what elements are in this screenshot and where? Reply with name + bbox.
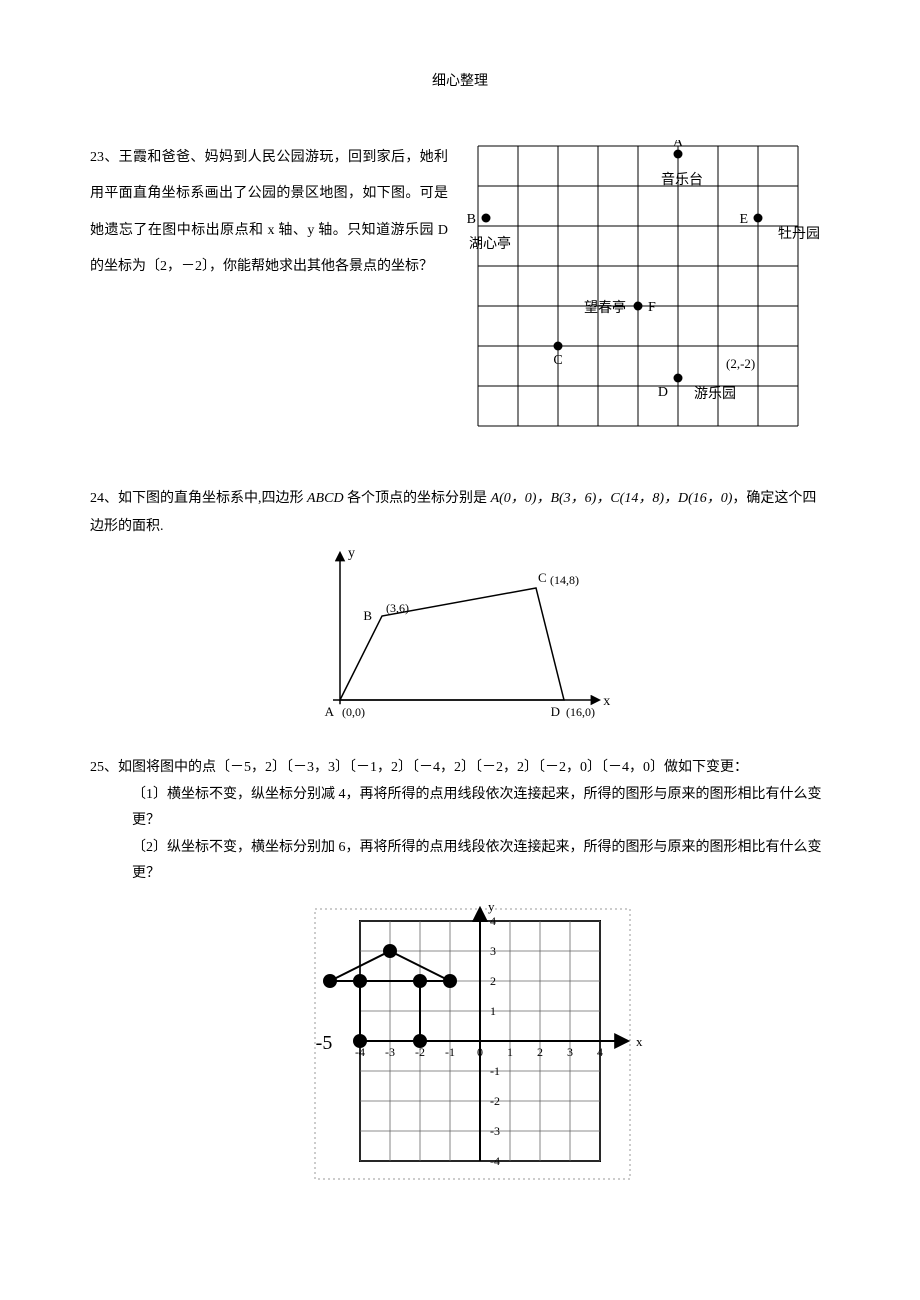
svg-text:2: 2 [537, 1045, 543, 1059]
q23-text: 23、王霞和爸爸、妈妈到人民公园游玩，回到家后，她利用平面直角坐标系画出了公园的… [90, 140, 448, 286]
svg-text:x: x [636, 1034, 643, 1049]
q24-abcd: ABCD [307, 491, 344, 506]
svg-text:C: C [553, 353, 562, 368]
svg-text:C: C [538, 570, 547, 585]
svg-text:D: D [551, 704, 560, 719]
q24-figure: x y A (0,0) B (3,6) C(14,8) D (16,0) [90, 545, 830, 725]
q23-number: 23、 [90, 150, 119, 165]
q24-pts: A(0，0)，B(3，6)，C(14，8)，D(16，0) [491, 491, 733, 506]
question-25-intro: 25、如图将图中的点〔－5，2〕〔－3，3〕〔－1，2〕〔－4，2〕〔－2，2〕… [90, 755, 830, 782]
svg-text:-1: -1 [445, 1045, 455, 1059]
svg-text:牡丹园: 牡丹园 [778, 226, 820, 242]
svg-text:望春亭: 望春亭 [584, 299, 626, 316]
svg-text:-3: -3 [385, 1045, 395, 1059]
question-24-text: 24、如下图的直角坐标系中,四边形 ABCD 各个顶点的坐标分别是 A(0，0)… [90, 485, 830, 541]
svg-text:1: 1 [490, 1004, 496, 1018]
svg-text:A: A [325, 704, 335, 719]
svg-text:B: B [363, 608, 372, 623]
svg-text:(16,0): (16,0) [566, 705, 595, 719]
svg-text:y: y [488, 899, 495, 914]
q25-intro: 如图将图中的点〔－5，2〕〔－3，3〕〔－1，2〕〔－4，2〕〔－2，2〕〔－2… [118, 760, 748, 775]
q25-sub1: 〔1〕横坐标不变，纵坐标分别减 4，再将所得的点用线段依次连接起来，所得的图形与… [90, 782, 830, 835]
q25-figure: xy-4-3-2-101234-4-3-2-11234-5 [90, 896, 830, 1196]
page: 细心整理 23、王霞和爸爸、妈妈到人民公园游玩，回到家后，她利用平面直角坐标系画… [0, 0, 920, 1300]
svg-text:E: E [739, 212, 748, 227]
svg-text:4: 4 [490, 914, 496, 928]
q24-line1b: 各个顶点的坐标分别是 [347, 491, 487, 506]
svg-text:2: 2 [490, 974, 496, 988]
q23-grid-svg: A 音乐台 B 湖心亭 E 牡丹园 F 望春亭 C D 游乐园 (2,-2) [460, 140, 830, 440]
svg-text:音乐台: 音乐台 [661, 171, 703, 188]
svg-text:D: D [658, 385, 668, 400]
svg-text:4: 4 [597, 1045, 603, 1059]
q24-line1a: 如下图的直角坐标系中,四边形 [118, 491, 304, 506]
svg-text:-4: -4 [490, 1154, 500, 1168]
svg-text:-2: -2 [490, 1094, 500, 1108]
q24-number: 24、 [90, 491, 118, 506]
svg-text:(2,-2): (2,-2) [726, 356, 755, 371]
svg-text:游乐园: 游乐园 [694, 386, 736, 402]
q25-sub2: 〔2〕纵坐标不变，横坐标分别加 6，再将所得的点用线段依次连接起来，所得的图形与… [90, 835, 830, 888]
svg-text:湖心亭: 湖心亭 [469, 235, 511, 252]
svg-text:y: y [348, 546, 355, 561]
q25-svg: xy-4-3-2-101234-4-3-2-11234-5 [270, 896, 650, 1196]
svg-text:-5: -5 [316, 1032, 333, 1054]
q23-figure: A 音乐台 B 湖心亭 E 牡丹园 F 望春亭 C D 游乐园 (2,-2) [460, 140, 830, 445]
svg-text:x: x [603, 694, 610, 709]
svg-text:B: B [467, 212, 476, 227]
svg-text:0: 0 [477, 1045, 483, 1059]
q23-body: 王霞和爸爸、妈妈到人民公园游玩，回到家后，她利用平面直角坐标系画出了公园的景区地… [90, 150, 448, 274]
q25-number: 25、 [90, 760, 118, 775]
svg-text:F: F [648, 300, 656, 315]
svg-text:(0,0): (0,0) [342, 705, 365, 719]
svg-text:(3,6): (3,6) [386, 601, 409, 615]
svg-text:3: 3 [567, 1045, 573, 1059]
question-23: 23、王霞和爸爸、妈妈到人民公园游玩，回到家后，她利用平面直角坐标系画出了公园的… [90, 140, 830, 445]
svg-text:1: 1 [507, 1045, 513, 1059]
q24-svg: x y A (0,0) B (3,6) C(14,8) D (16,0) [300, 545, 620, 725]
svg-text:(14,8): (14,8) [550, 573, 579, 587]
svg-text:-3: -3 [490, 1124, 500, 1138]
svg-text:3: 3 [490, 944, 496, 958]
svg-text:A: A [673, 140, 684, 150]
page-header: 细心整理 [90, 70, 830, 90]
svg-text:-1: -1 [490, 1064, 500, 1078]
